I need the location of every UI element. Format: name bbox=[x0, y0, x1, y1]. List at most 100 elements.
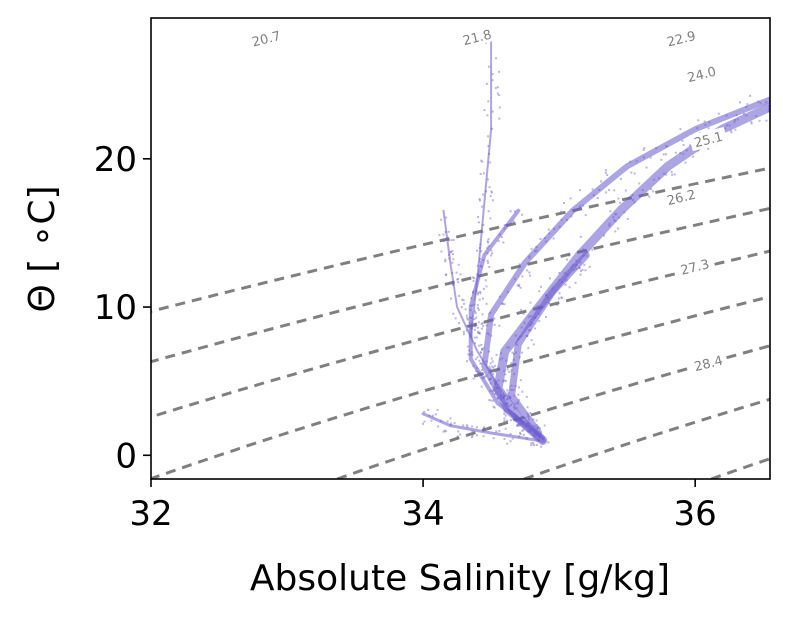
data-point bbox=[499, 358, 502, 361]
x-axis-label: Absolute Salinity [g/kg] bbox=[250, 558, 670, 599]
data-point bbox=[568, 286, 571, 289]
data-point bbox=[488, 378, 491, 381]
data-point bbox=[547, 228, 550, 231]
data-point bbox=[488, 365, 491, 368]
data-point bbox=[474, 328, 476, 331]
plot-background bbox=[151, 18, 770, 479]
data-point bbox=[512, 220, 515, 223]
data-point bbox=[457, 263, 460, 266]
data-point bbox=[498, 70, 501, 73]
data-point bbox=[464, 308, 467, 311]
data-point bbox=[494, 87, 497, 90]
profile-band-4 bbox=[421, 412, 541, 442]
data-point bbox=[521, 390, 524, 393]
data-point bbox=[490, 334, 493, 337]
data-point bbox=[536, 426, 539, 429]
data-point bbox=[477, 371, 480, 374]
data-point bbox=[503, 397, 506, 400]
data-point bbox=[477, 291, 479, 294]
data-point bbox=[749, 94, 752, 97]
data-point bbox=[486, 252, 489, 255]
data-point bbox=[482, 193, 484, 196]
data-point bbox=[527, 315, 530, 318]
data-point bbox=[543, 424, 546, 427]
data-point bbox=[516, 284, 519, 287]
data-point bbox=[469, 316, 472, 319]
data-point bbox=[495, 430, 498, 433]
data-point bbox=[492, 405, 495, 408]
data-point bbox=[725, 114, 728, 117]
data-point bbox=[481, 322, 484, 325]
data-point bbox=[480, 369, 483, 372]
data-point bbox=[471, 353, 474, 356]
data-point bbox=[743, 112, 745, 115]
data-point bbox=[485, 324, 488, 327]
data-point bbox=[493, 317, 496, 320]
data-point bbox=[486, 240, 489, 243]
data-point bbox=[465, 314, 468, 317]
data-point bbox=[488, 367, 491, 370]
data-point bbox=[518, 435, 521, 438]
data-point bbox=[489, 217, 492, 220]
data-point bbox=[466, 360, 468, 363]
data-point bbox=[750, 120, 753, 123]
data-point bbox=[451, 283, 454, 286]
data-point bbox=[520, 308, 523, 311]
data-point bbox=[561, 296, 564, 299]
data-point bbox=[736, 118, 739, 121]
data-point bbox=[579, 235, 582, 238]
data-point bbox=[570, 215, 573, 218]
x-tick-label: 32 bbox=[129, 494, 172, 534]
data-point bbox=[436, 408, 439, 411]
data-point bbox=[481, 160, 484, 163]
data-point bbox=[608, 224, 611, 227]
data-point bbox=[486, 135, 489, 138]
data-point bbox=[459, 433, 462, 436]
contour-label-bg bbox=[688, 350, 728, 376]
data-point bbox=[521, 213, 523, 216]
data-point bbox=[503, 370, 506, 373]
data-point bbox=[502, 397, 505, 400]
data-point bbox=[456, 278, 459, 281]
data-point bbox=[477, 221, 480, 224]
data-point bbox=[479, 257, 481, 260]
data-point bbox=[739, 101, 741, 104]
data-point bbox=[545, 316, 547, 318]
data-point bbox=[447, 230, 450, 233]
data-point bbox=[490, 190, 493, 193]
data-point bbox=[481, 313, 484, 316]
data-point bbox=[513, 418, 516, 421]
data-point bbox=[692, 155, 695, 158]
data-point bbox=[485, 302, 488, 305]
data-point bbox=[471, 351, 474, 354]
data-point bbox=[662, 153, 665, 156]
data-point bbox=[758, 119, 761, 122]
data-point bbox=[746, 103, 749, 106]
data-point bbox=[578, 205, 581, 208]
data-point bbox=[755, 115, 758, 118]
profile-band-3 bbox=[508, 251, 590, 437]
data-point bbox=[600, 180, 602, 183]
data-point bbox=[504, 380, 507, 383]
data-point bbox=[566, 218, 568, 221]
data-point bbox=[504, 427, 507, 430]
data-point bbox=[494, 370, 497, 373]
data-point bbox=[518, 356, 521, 359]
data-point bbox=[673, 173, 676, 176]
data-point bbox=[596, 197, 599, 199]
data-point bbox=[479, 332, 481, 335]
data-point bbox=[532, 418, 535, 421]
data-point bbox=[449, 250, 452, 253]
data-point bbox=[485, 82, 488, 85]
data-point bbox=[459, 273, 462, 276]
data-point bbox=[532, 443, 535, 446]
data-point bbox=[723, 127, 726, 130]
data-point bbox=[642, 156, 645, 159]
data-point bbox=[561, 281, 564, 283]
contour-label-bg bbox=[661, 184, 701, 209]
data-point bbox=[539, 238, 542, 240]
data-point bbox=[452, 258, 455, 261]
data-point bbox=[519, 286, 522, 289]
data-point bbox=[560, 218, 563, 221]
data-point bbox=[482, 259, 485, 261]
